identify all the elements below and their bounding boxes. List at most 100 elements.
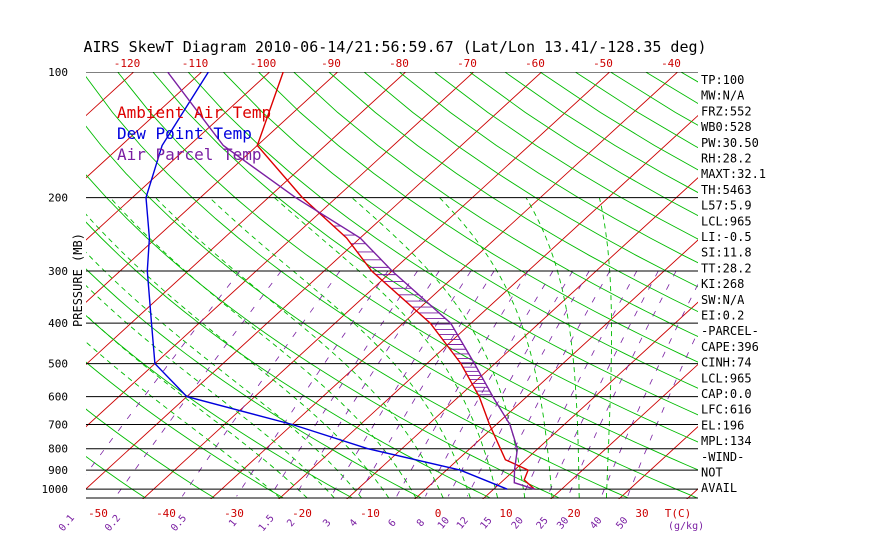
isotherm-line [0, 67, 71, 503]
isotherm-line [86, 72, 475, 428]
stat-line: LCL:965 [701, 214, 752, 228]
isotherm-line [618, 426, 698, 499]
series-line-3 [167, 72, 535, 490]
stat-line: TH:5463 [701, 183, 752, 197]
bottom-temperature-tick: 10 [499, 507, 512, 520]
mixing-ratio-line [547, 270, 659, 497]
stat-line: AVAIL [701, 481, 737, 495]
top-temperature-tick: -60 [525, 57, 545, 70]
moist-adiabat-line [155, 197, 444, 499]
dry-adiabat-line [86, 174, 560, 499]
pressure-tick-label: 600 [48, 391, 68, 404]
mixing-ratio-line [396, 270, 529, 497]
mixing-ratio-tick-labels: 0.1 0.2 0.5 1 1.5 2 3 4 6 8 10 12 15 20 25 30 40 50 [57, 513, 631, 534]
stat-line: KI:268 [701, 277, 744, 291]
isotherm-line [0, 67, 3, 503]
top-temperature-tick: -110 [182, 57, 209, 70]
dry-adiabat-line [117, 72, 698, 471]
top-temperature-ticks: -120 -110 -100 -90 -80 -70 -60 -50 -40 [114, 57, 681, 70]
moist-adiabat-line [598, 197, 612, 499]
dry-adiabat-line [434, 72, 698, 240]
isotherm-line [86, 72, 339, 303]
mixing-ratio-tick: 1.5 [257, 513, 277, 534]
moist-adiabat-line [109, 197, 417, 499]
top-temperature-tick: -50 [593, 57, 613, 70]
stat-line: CINH:74 [701, 356, 752, 370]
stat-line: -PARCEL- [701, 324, 759, 338]
stat-line: TT:28.2 [701, 261, 752, 275]
mixing-ratio-tick: 40 [588, 515, 604, 531]
top-temperature-tick: -40 [661, 57, 681, 70]
isotherm-line [86, 72, 271, 241]
mixing-ratio-line [601, 283, 698, 497]
dry-adiabat-line [293, 72, 698, 338]
isotherm-line [278, 114, 698, 499]
dry-adiabat-line [857, 72, 870, 498]
stat-line: SW:N/A [701, 293, 745, 307]
mixing-ratio-tick: 50 [614, 515, 630, 531]
mixing-ratio-line [181, 270, 341, 497]
stat-line: LCL:965 [701, 371, 752, 385]
pressure-tick-label: 200 [48, 192, 68, 205]
series-line-2 [145, 72, 508, 490]
dry-adiabat-line [258, 72, 698, 363]
isotherm-line [86, 72, 203, 179]
mixing-ratio-tick: 25 [535, 515, 551, 531]
mixing-ratio-line [115, 270, 282, 497]
stat-line: LI:-0.5 [701, 230, 752, 244]
bottom-temperature-tick: 30 [635, 507, 648, 520]
mixing-axis-label: (g/kg) [668, 521, 704, 532]
stat-line: EL:196 [701, 418, 744, 432]
stat-line: L57:5.9 [701, 199, 752, 213]
isobar-lines [86, 72, 698, 499]
pressure-tick-label: 700 [48, 419, 68, 432]
stat-line: -WIND- [701, 450, 744, 464]
moist-adiabat-lines [86, 197, 612, 499]
mixing-ratio-line [425, 270, 554, 497]
bottom-temperature-tick: -40 [156, 507, 176, 520]
top-temperature-tick: -120 [114, 57, 141, 70]
dry-adiabat-line [86, 408, 215, 499]
isotherm-line [210, 72, 679, 499]
chart-title: AIRS SkewT Diagram 2010-06-14/21:56:59.6… [83, 38, 706, 56]
bottom-temperature-tick: -10 [360, 507, 380, 520]
stat-line: CAP:0.0 [701, 387, 752, 401]
stat-line: MAXT:32.1 [701, 167, 766, 181]
bottom-temperature-tick: 20 [567, 507, 580, 520]
stat-line: NOT [701, 466, 723, 480]
mixing-ratio-line [269, 270, 418, 497]
legend: Ambient Air Temp Dew Point Temp Air Parc… [117, 103, 271, 164]
y-axis-label: PRESSURE (MB) [71, 233, 85, 327]
moist-adiabat-line [86, 284, 335, 499]
mixing-ratio-line [522, 270, 638, 497]
mixing-ratio-tick: 2 [285, 518, 297, 530]
isotherm-line [414, 239, 698, 499]
moist-adiabat-line [439, 197, 553, 499]
dry-adiabat-line [152, 72, 698, 443]
moist-adiabat-line [525, 197, 580, 498]
dry-adiabat-line [86, 268, 422, 499]
pressure-tick-label: 800 [48, 443, 68, 456]
mixing-ratio-tick: 12 [455, 515, 471, 531]
pressure-tick-label: 100 [48, 66, 68, 79]
dry-adiabat-line [222, 72, 698, 389]
mixing-ratio-tick: 0.1 [57, 513, 77, 534]
dry-adiabat-line [86, 315, 353, 499]
mixing-ratio-line [490, 270, 611, 497]
moist-adiabat-line [86, 213, 390, 499]
series-line-1 [256, 72, 535, 490]
plot-area [0, 67, 870, 503]
stat-line: MPL:134 [701, 434, 752, 448]
isotherm-line [86, 72, 543, 490]
mixing-ratio-tick: 4 [348, 518, 360, 530]
moist-adiabat-line [86, 341, 281, 499]
mixing-ratio-line [236, 270, 389, 497]
dry-adiabat-line [86, 455, 146, 499]
stat-line: CAPE:396 [701, 340, 759, 354]
dry-adiabat-line [787, 72, 870, 498]
stat-line: SI:11.8 [701, 246, 752, 260]
dry-adiabat-line [0, 72, 77, 498]
dry-adiabat-line [187, 72, 698, 416]
